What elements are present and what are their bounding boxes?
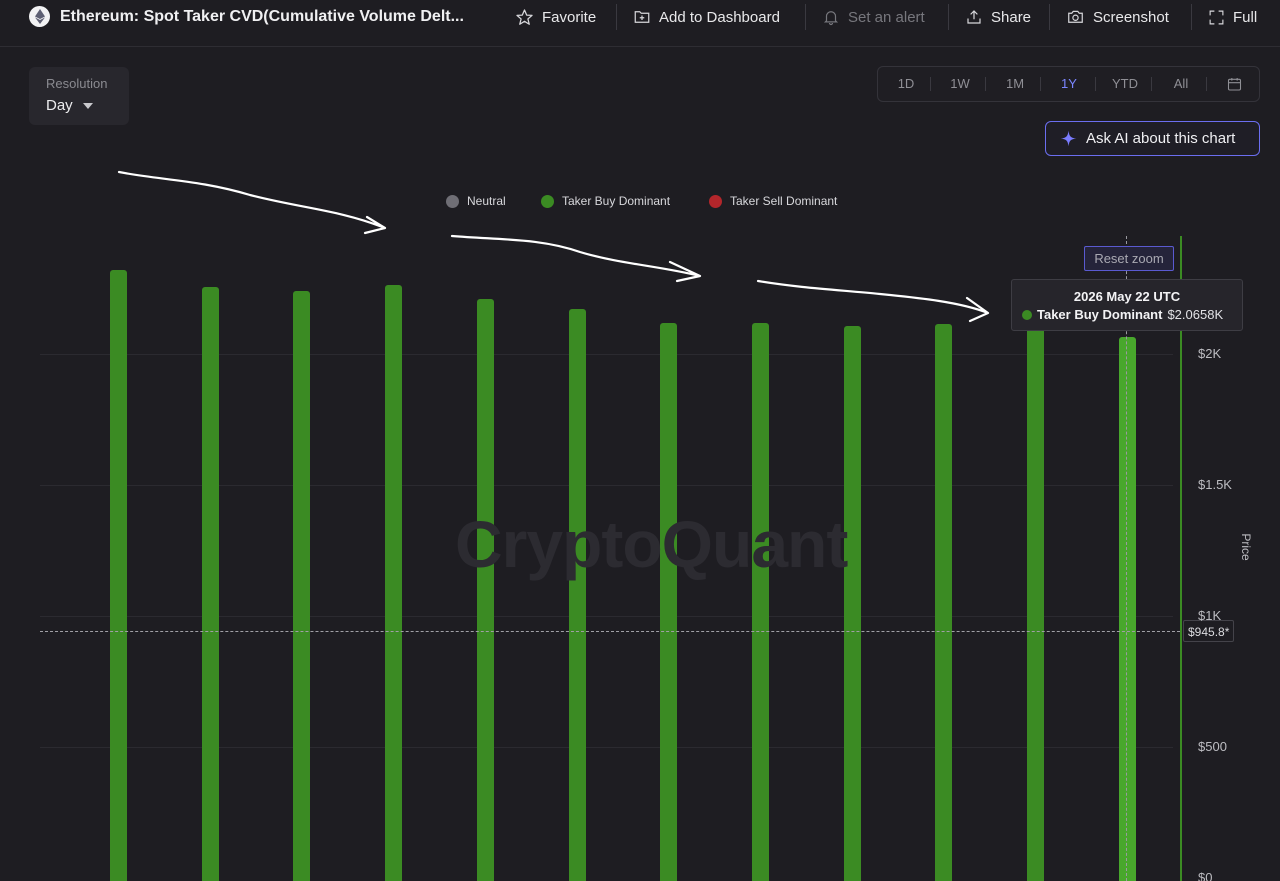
chart-bar[interactable]	[476, 298, 494, 881]
top-toolbar: Ethereum: Spot Taker CVD(Cumulative Volu…	[0, 0, 1280, 34]
resolution-value: Day	[46, 97, 73, 114]
legend-item-taker-buy[interactable]: Taker Buy Dominant	[541, 193, 670, 209]
legend-dot	[541, 194, 554, 208]
resolution-select[interactable]: Resolution Day	[29, 67, 129, 125]
crosshair-price-label: $945.8*	[1183, 620, 1235, 642]
fullscreen-label: Full	[1233, 8, 1258, 26]
range-divider	[985, 77, 986, 91]
share-label: Share	[991, 8, 1032, 26]
add-to-dashboard-button[interactable]: Add to Dashboard	[633, 0, 780, 34]
chart-bar[interactable]	[935, 323, 953, 881]
ask-ai-button[interactable]: Ask AI about this chart	[1045, 121, 1260, 156]
screenshot-label: Screenshot	[1093, 8, 1169, 26]
legend-label: Neutral	[467, 194, 506, 208]
reset-zoom-button[interactable]: Reset zoom	[1084, 246, 1174, 271]
range-ytd-button[interactable]: YTD	[1112, 76, 1138, 91]
range-1y-button[interactable]: 1Y	[1061, 76, 1077, 91]
y-axis-title: Price	[1239, 533, 1253, 561]
chart-bar[interactable]	[660, 322, 678, 881]
share-icon	[967, 10, 981, 24]
range-1m-button[interactable]: 1M	[1005, 76, 1025, 91]
range-divider	[1095, 77, 1096, 91]
toolbar-divider	[948, 4, 949, 30]
grid-line	[40, 485, 1173, 486]
set-alert-label: Set an alert	[848, 8, 925, 26]
dashboard-add-icon	[634, 11, 650, 23]
chart-bar[interactable]	[1118, 336, 1136, 881]
add-to-dashboard-label: Add to Dashboard	[659, 8, 780, 26]
annotation-arrow	[450, 234, 702, 283]
y-tick-label: $1.5K	[1198, 477, 1232, 492]
grid-line	[40, 354, 1173, 355]
header-divider	[0, 46, 1280, 47]
y-tick-label: $500	[1198, 739, 1227, 754]
y-tick-label: $1K	[1198, 608, 1222, 623]
chart-bar[interactable]	[568, 309, 586, 881]
toolbar-divider	[616, 4, 617, 30]
range-1w-button[interactable]: 1W	[950, 76, 970, 91]
range-1d-button[interactable]: 1D	[897, 76, 915, 91]
legend-dot	[446, 194, 459, 208]
range-all-button[interactable]: All	[1173, 76, 1189, 91]
grid-line	[40, 616, 1173, 617]
favorite-label: Favorite	[542, 8, 597, 26]
watermark: CryptoQuant	[455, 507, 848, 581]
grid-line	[40, 747, 1173, 748]
range-divider	[930, 77, 931, 91]
toolbar-divider	[805, 4, 806, 30]
chart-tooltip: 2026 May 22 UTC Taker Buy Dominant $2.06…	[1011, 279, 1243, 331]
tooltip-date: 2026 May 22 UTC	[1073, 289, 1181, 304]
chart-bar[interactable]	[385, 284, 403, 881]
chart-bar[interactable]	[201, 287, 219, 881]
chart-bar[interactable]	[843, 326, 861, 881]
range-divider	[1206, 77, 1207, 91]
fullscreen-button[interactable]: Full	[1208, 0, 1257, 34]
set-alert-button[interactable]: Set an alert	[822, 0, 925, 34]
legend-label: Taker Buy Dominant	[562, 194, 671, 208]
legend-item-taker-sell[interactable]: Taker Sell Dominant	[709, 193, 837, 209]
y-tick-label: $0	[1198, 870, 1213, 881]
y-tick-label: $2K	[1198, 346, 1222, 361]
price-line	[1180, 236, 1182, 881]
sparkle-icon	[1060, 130, 1077, 147]
caret-down-icon	[82, 102, 93, 109]
star-icon	[516, 8, 533, 25]
tooltip-series-name: Taker Buy Dominant	[1037, 307, 1163, 322]
tooltip-series-dot	[1022, 309, 1032, 320]
range-divider	[1151, 77, 1152, 91]
screenshot-button[interactable]: Screenshot	[1066, 0, 1169, 34]
window-title: Ethereum: Spot Taker CVD(Cumulative Volu…	[60, 8, 464, 25]
annotation-arrow	[756, 279, 990, 323]
share-button[interactable]: Share	[965, 0, 1031, 34]
chart-bar[interactable]	[293, 291, 311, 881]
annotation-arrow	[117, 170, 387, 235]
calendar-icon	[1227, 78, 1241, 91]
chart-bar[interactable]	[110, 270, 127, 881]
resolution-label: Resolution	[46, 76, 108, 91]
legend-item-neutral[interactable]: Neutral	[446, 193, 506, 209]
bell-icon	[823, 11, 839, 26]
toolbar-divider	[1049, 4, 1050, 30]
legend-dot	[709, 194, 722, 208]
favorite-button[interactable]: Favorite	[515, 0, 596, 34]
camera-icon	[1068, 10, 1083, 23]
ask-ai-label: Ask AI about this chart	[1086, 130, 1236, 147]
tooltip-value: $2.0658K	[1167, 307, 1224, 322]
fullscreen-icon	[1209, 10, 1224, 24]
chart-bar[interactable]	[751, 322, 769, 881]
range-divider	[1040, 77, 1041, 91]
legend-label: Taker Sell Dominant	[730, 194, 838, 208]
chart-bar[interactable]	[1027, 319, 1044, 881]
toolbar-divider	[1191, 4, 1192, 30]
ethereum-icon	[29, 6, 50, 27]
time-range-selector: 1D 1W 1M 1Y YTD All	[877, 66, 1260, 102]
crosshair-horizontal	[40, 631, 1180, 632]
calendar-button[interactable]	[1216, 67, 1252, 101]
crosshair-vertical	[1126, 236, 1127, 881]
